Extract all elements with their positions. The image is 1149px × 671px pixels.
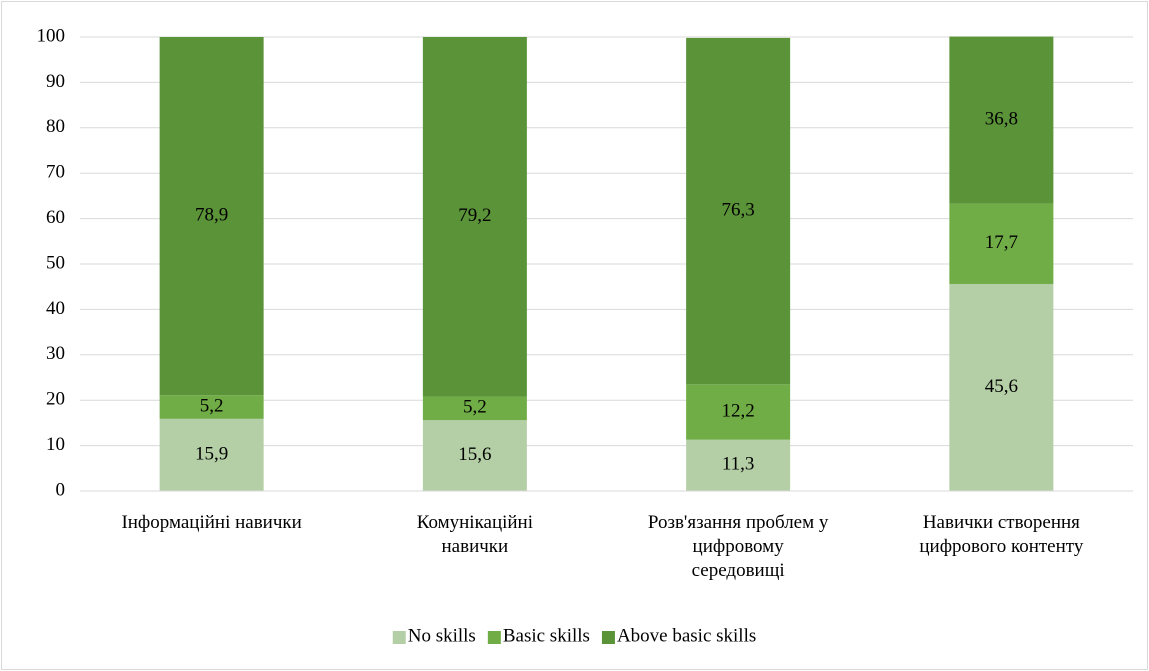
x-tick-label: Навички створення цифрового контенту <box>919 512 1084 557</box>
bar-segment <box>159 37 264 396</box>
data-label: 15,9 <box>195 443 228 464</box>
bar-segment <box>422 420 527 491</box>
bar-segment <box>686 439 791 491</box>
bar-segment <box>159 395 264 419</box>
bar-segment <box>949 283 1054 491</box>
y-tick-label: 90 <box>46 71 65 92</box>
data-label: 5,2 <box>200 395 224 416</box>
data-label: 12,2 <box>722 400 755 421</box>
y-tick-label: 20 <box>46 389 65 410</box>
y-tick-label: 80 <box>46 116 65 137</box>
y-tick-label: 50 <box>46 252 65 273</box>
y-tick-label: 0 <box>56 479 66 500</box>
legend-swatch <box>487 631 501 644</box>
data-label: 45,6 <box>985 376 1018 397</box>
y-tick-label: 30 <box>46 343 65 364</box>
legend-swatch <box>392 631 406 644</box>
bar-segment <box>422 396 527 421</box>
bar-segment <box>422 37 527 397</box>
y-tick-label: 70 <box>46 162 65 183</box>
legend-label: Basic skills <box>503 625 590 646</box>
data-label: 79,2 <box>458 205 491 226</box>
data-label: 36,8 <box>985 108 1018 129</box>
legend-label: Above basic skills <box>617 625 756 646</box>
legend-label: No skills <box>408 625 476 646</box>
legend-swatch <box>601 631 615 644</box>
x-tick-label: Інформаційні навички <box>121 512 302 533</box>
bar-segment <box>949 203 1054 284</box>
y-tick-label: 100 <box>37 25 66 46</box>
data-label: 17,7 <box>985 232 1018 253</box>
data-label: 5,2 <box>463 397 487 418</box>
bar-segment <box>686 384 791 440</box>
y-tick-label: 40 <box>46 298 65 319</box>
bar-segment <box>159 418 264 491</box>
y-tick-label: 60 <box>46 207 65 228</box>
bar-segment <box>949 36 1054 204</box>
data-label: 11,3 <box>722 454 755 475</box>
bar-segment <box>686 37 791 385</box>
data-label: 15,6 <box>458 444 491 465</box>
x-tick-label: Комунікаційні навички <box>416 512 534 557</box>
x-tick-label: Розв'язання проблем у цифровому середови… <box>647 512 829 581</box>
data-label: 76,3 <box>722 199 755 220</box>
y-tick-label: 10 <box>46 434 65 455</box>
data-label: 78,9 <box>195 204 228 225</box>
